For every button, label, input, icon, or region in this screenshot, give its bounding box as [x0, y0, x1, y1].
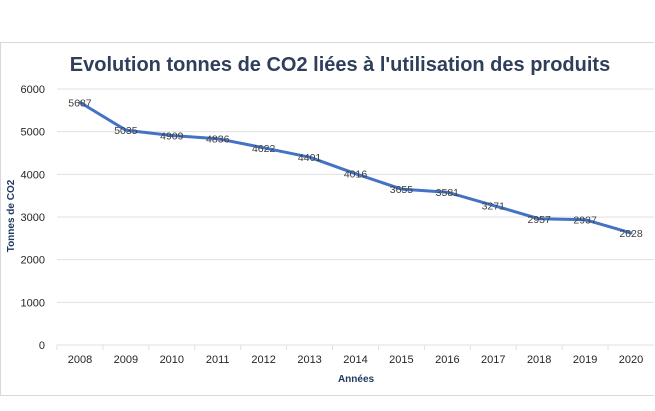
data-label: 3271: [482, 200, 506, 212]
data-label: 4016: [344, 169, 368, 181]
x-tick-label: 2008: [68, 354, 92, 366]
y-tick-label: 0: [39, 340, 45, 352]
series-line: [78, 100, 633, 235]
x-tick-label: 2020: [619, 354, 643, 366]
y-tick-label: 5000: [21, 127, 45, 139]
gridlines: [57, 88, 654, 346]
data-label: 5035: [114, 125, 138, 137]
data-label: 3581: [436, 187, 460, 199]
x-tick-label: 2012: [251, 354, 275, 366]
data-labels: 5687 5035 4909 4836 4622 4401 4016 3655 3581 3271…: [68, 97, 643, 240]
y-axis-title: Tonnes de CO2: [6, 179, 17, 252]
x-tick-label: 2011: [206, 354, 230, 366]
chart-title: Evolution tonnes de CO2 liées à l'utilis…: [70, 54, 610, 76]
data-label: 2628: [619, 228, 643, 240]
data-label: 4836: [206, 134, 230, 146]
data-label: 4401: [298, 152, 322, 164]
y-tick-label: 1000: [21, 297, 45, 309]
data-label: 3655: [390, 184, 414, 196]
x-tick-label: 2019: [573, 354, 597, 366]
x-tick-label: 2013: [297, 354, 321, 366]
y-tick-label: 3000: [21, 212, 45, 224]
y-tick-label: 4000: [21, 169, 45, 181]
x-tick-label: 2018: [527, 354, 551, 366]
x-tick-label: 2016: [435, 354, 459, 366]
y-tick-label: 6000: [21, 84, 45, 96]
y-tick-label: 2000: [21, 255, 45, 267]
x-tick-label: 2014: [343, 354, 367, 366]
data-label: 4909: [160, 131, 184, 143]
x-axis-ticks: 2008 2009 2010 2011 2012 2013 2014 2015 2016 2017…: [56, 345, 643, 366]
x-tick-label: 2017: [481, 354, 505, 366]
data-label: 4622: [252, 143, 276, 155]
data-label: 5687: [68, 97, 92, 109]
data-label: 2957: [528, 214, 552, 226]
y-axis-ticks: 0 1000 2000 3000 4000 5000 6000: [21, 84, 45, 352]
x-tick-label: 2015: [389, 354, 413, 366]
x-tick-label: 2010: [160, 354, 184, 366]
x-tick-label: 2009: [114, 354, 138, 366]
x-axis-title: Années: [338, 374, 375, 385]
data-label: 2937: [573, 215, 597, 227]
